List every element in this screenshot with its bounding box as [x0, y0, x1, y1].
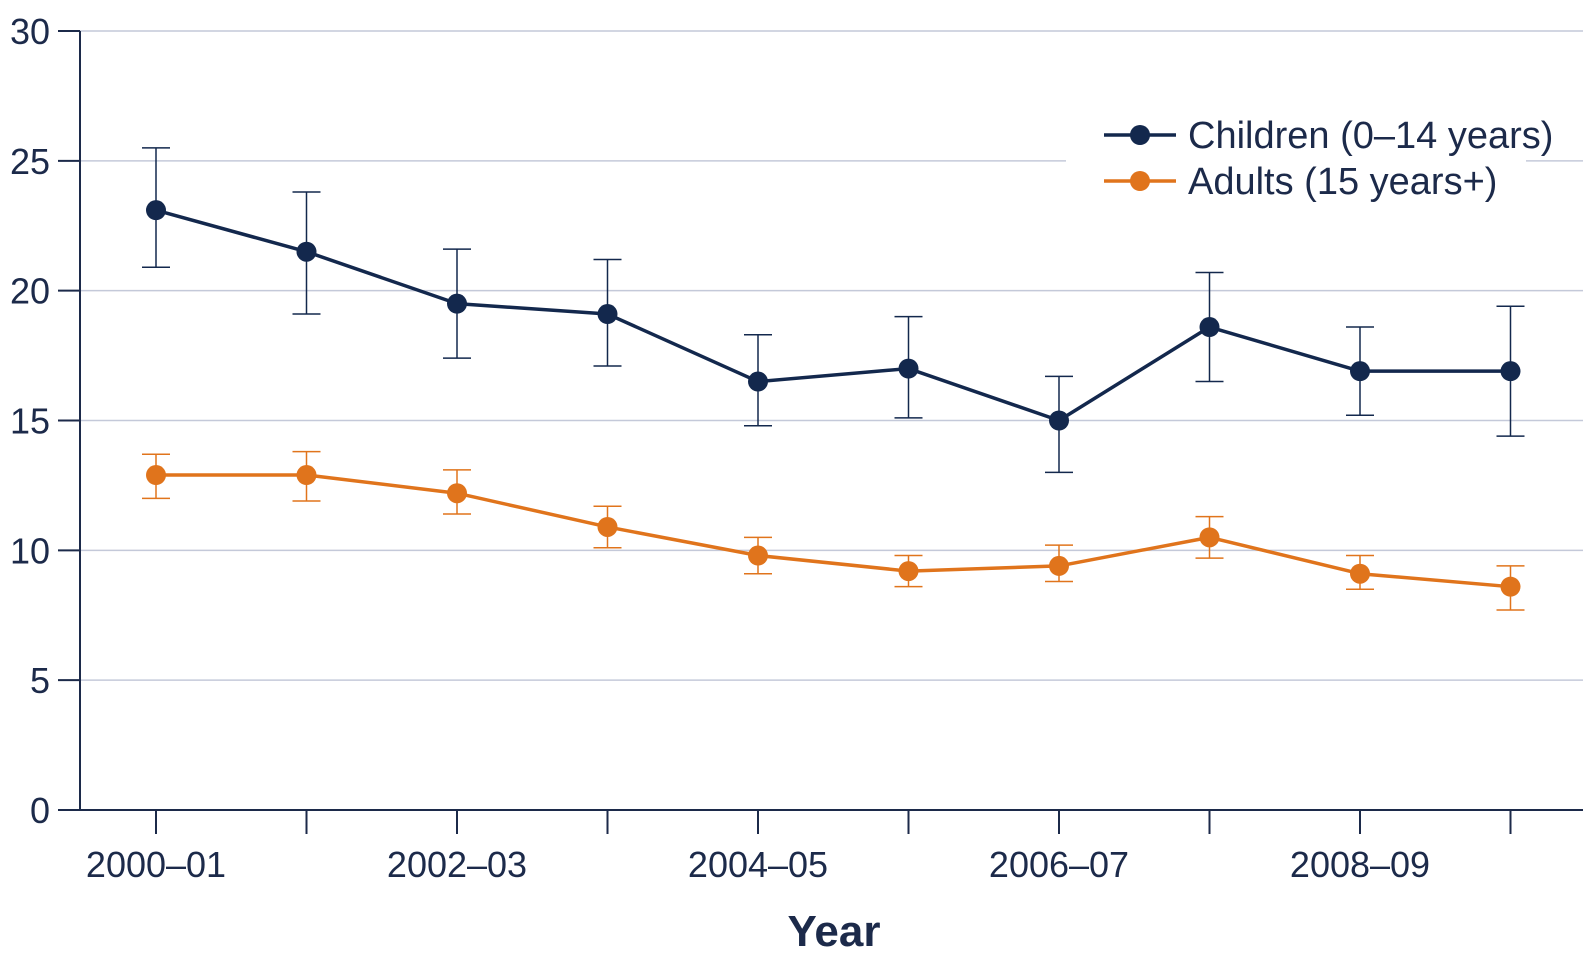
- data-point: [1049, 555, 1069, 576]
- y-tick-label: 5: [30, 660, 50, 701]
- data-point: [1350, 361, 1370, 382]
- data-point: [597, 304, 618, 325]
- legend-marker: [1130, 125, 1150, 145]
- series-layer: [142, 147, 1525, 611]
- data-point: [1500, 361, 1521, 382]
- data-point: [146, 465, 166, 486]
- y-tick-label: 0: [30, 790, 50, 831]
- data-point: [296, 241, 317, 262]
- legend-label: Adults (15 years+): [1188, 161, 1497, 203]
- data-point: [748, 371, 768, 392]
- x-tick-label: 2008–09: [1290, 844, 1430, 885]
- y-tick-label: 10: [10, 530, 50, 571]
- data-point: [296, 465, 317, 486]
- series-line: [155, 208, 1511, 423]
- gridlines: [80, 30, 1583, 681]
- legend: Children (0–14 years)Adults (15 years+): [1066, 108, 1553, 208]
- data-point: [447, 483, 467, 504]
- y-axis: 0 5 10 15 20 25 30: [10, 11, 81, 831]
- series-line: [156, 473, 1511, 589]
- x-axis-title: Year: [788, 907, 881, 956]
- legend-marker: [1130, 171, 1150, 191]
- series-children: [142, 147, 1525, 474]
- legend-item: Adults (15 years+): [1104, 161, 1497, 203]
- data-point: [1350, 563, 1370, 584]
- data-point: [1500, 576, 1521, 597]
- data-point: [146, 200, 166, 221]
- data-point: [898, 561, 919, 582]
- data-point: [1199, 317, 1220, 338]
- series-adults: [142, 450, 1525, 611]
- data-point: [1199, 527, 1220, 548]
- y-tick-label: 25: [10, 141, 50, 182]
- x-tick-label: 2004–05: [688, 844, 828, 885]
- legend-background: [1066, 108, 1526, 208]
- data-point: [748, 545, 768, 566]
- y-tick-label: 15: [10, 401, 50, 442]
- x-tick-label: 2006–07: [989, 844, 1129, 885]
- data-point: [447, 293, 467, 314]
- x-tick-label: 2002–03: [387, 844, 527, 885]
- legend-label: Children (0–14 years): [1188, 115, 1553, 157]
- x-tick-label: 2000–01: [86, 844, 226, 885]
- y-tick-label: 30: [10, 11, 50, 52]
- legend-item: Children (0–14 years): [1104, 115, 1553, 157]
- data-point: [1049, 410, 1069, 431]
- data-point: [597, 516, 618, 537]
- y-tick-label: 20: [10, 271, 50, 312]
- data-point: [898, 358, 919, 379]
- x-axis: 2000–01 2002–03 2004–05 2006–07 2008–09: [80, 809, 1583, 885]
